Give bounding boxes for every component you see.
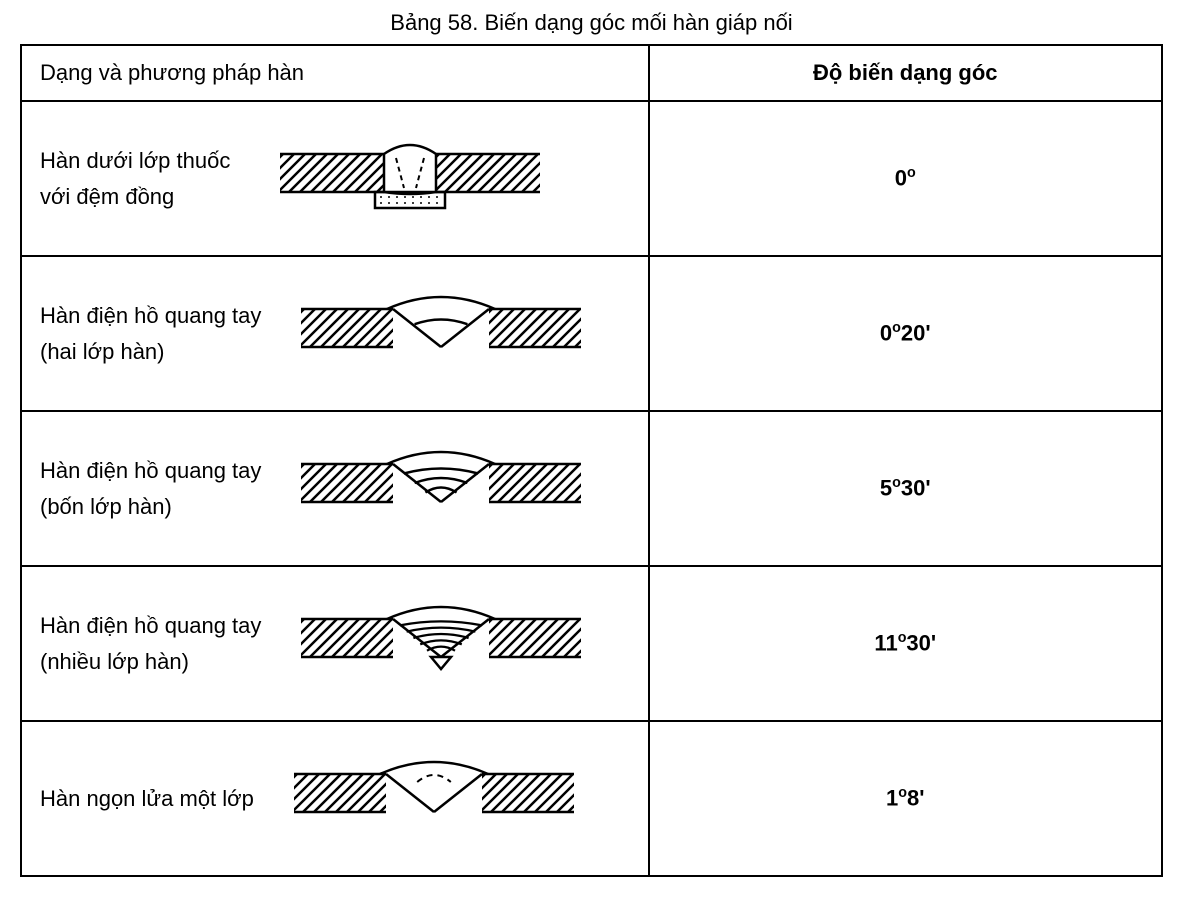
weld-diagram	[291, 573, 629, 714]
angle-cell: 11o30'	[649, 566, 1162, 721]
method-line1: Hàn điện hồ quang tay	[40, 613, 261, 638]
deformation-table: Dạng và phương pháp hàn Độ biến dạng góc…	[20, 44, 1163, 877]
method-line2: (bốn lớp hàn)	[40, 494, 172, 519]
method-label: Hàn điện hồ quang tay (nhiều lớp hàn)	[40, 608, 261, 678]
method-line1: Hàn ngọn lửa một lớp	[40, 786, 254, 811]
angle-cell: 0o20'	[649, 256, 1162, 411]
method-line2: (nhiều lớp hàn)	[40, 649, 189, 674]
table-row: Hàn điện hồ quang tay (nhiều lớp hàn) 11o3…	[21, 566, 1162, 721]
angle-cell: 1o8'	[649, 721, 1162, 876]
angle-cell: 5o30'	[649, 411, 1162, 566]
method-line1: Hàn dưới lớp thuốc	[40, 148, 230, 173]
method-label: Hàn điện hồ quang tay (bốn lớp hàn)	[40, 453, 261, 523]
angle-degrees: 5	[880, 476, 892, 501]
table-title: Bảng 58. Biến dạng góc mối hàn giáp nối	[20, 10, 1163, 36]
method-cell: Hàn điện hồ quang tay (hai lớp hàn)	[21, 256, 649, 411]
method-line2: (hai lớp hàn)	[40, 339, 165, 364]
method-label: Hàn ngọn lửa một lớp	[40, 781, 254, 816]
weld-diagram	[284, 728, 630, 869]
angle-minutes: 20'	[901, 321, 931, 346]
angle-degrees: 0	[880, 321, 892, 346]
method-label: Hàn dưới lớp thuốc với đệm đồng	[40, 143, 230, 213]
angle-minutes: 30'	[906, 631, 936, 656]
angle-degrees: 0	[895, 166, 907, 191]
angle-cell: 0o	[649, 101, 1162, 256]
method-line1: Hàn điện hồ quang tay	[40, 458, 261, 483]
header-angle: Độ biến dạng góc	[649, 45, 1162, 101]
angle-degrees: 1	[886, 786, 898, 811]
method-label: Hàn điện hồ quang tay (hai lớp hàn)	[40, 298, 261, 368]
table-row: Hàn điện hồ quang tay (hai lớp hàn) 0o20'	[21, 256, 1162, 411]
weld-diagram	[260, 108, 629, 249]
angle-minutes: 8'	[907, 786, 924, 811]
angle-minutes: 30'	[901, 476, 931, 501]
header-method: Dạng và phương pháp hàn	[21, 45, 649, 101]
table-row: Hàn điện hồ quang tay (bốn lớp hàn) 5o30'	[21, 411, 1162, 566]
method-line2: với đệm đồng	[40, 184, 174, 209]
weld-diagram	[291, 263, 629, 404]
method-line1: Hàn điện hồ quang tay	[40, 303, 261, 328]
weld-diagram	[291, 418, 629, 559]
method-cell: Hàn điện hồ quang tay (nhiều lớp hàn)	[21, 566, 649, 721]
table-row: Hàn dưới lớp thuốc với đệm đồng 0o	[21, 101, 1162, 256]
angle-degrees: 11	[874, 631, 897, 656]
method-cell: Hàn ngọn lửa một lớp	[21, 721, 649, 876]
method-cell: Hàn dưới lớp thuốc với đệm đồng	[21, 101, 649, 256]
method-cell: Hàn điện hồ quang tay (bốn lớp hàn)	[21, 411, 649, 566]
table-row: Hàn ngọn lửa một lớp 1o8'	[21, 721, 1162, 876]
